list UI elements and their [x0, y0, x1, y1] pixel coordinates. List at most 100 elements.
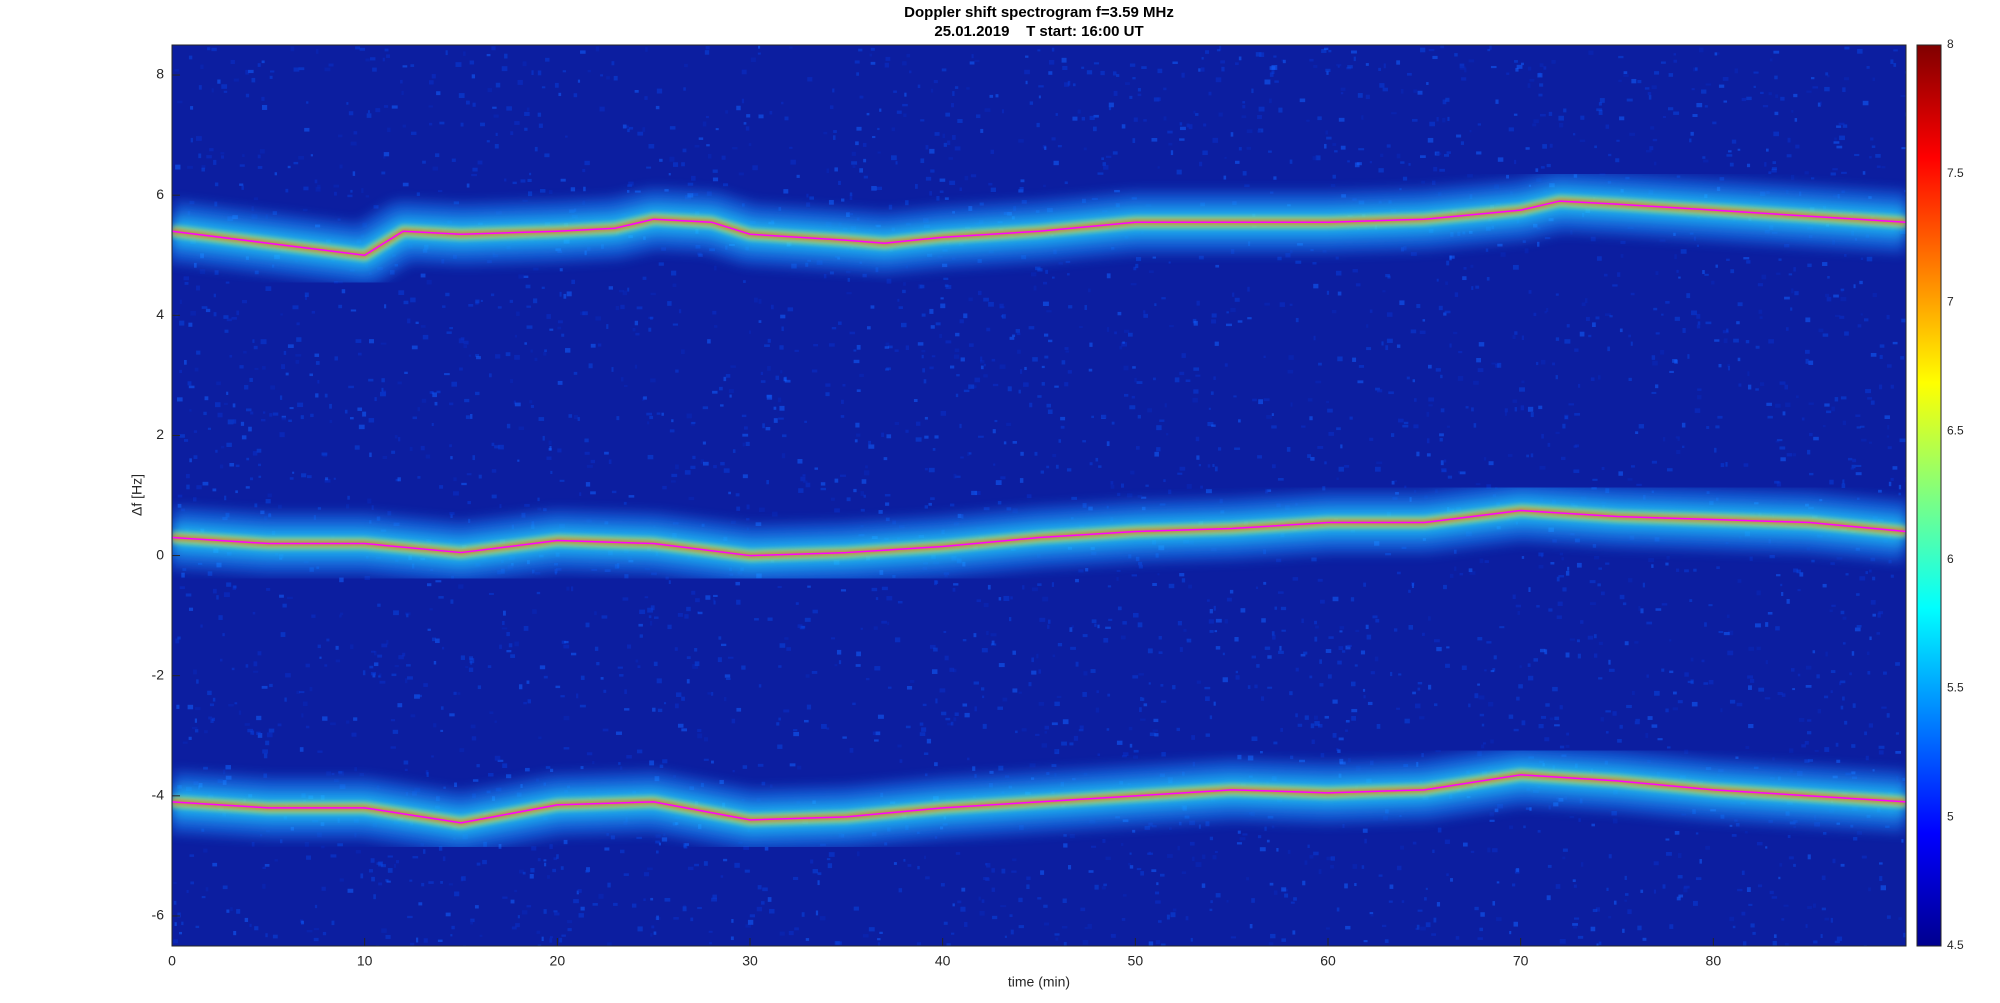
- noise-speck: [475, 354, 480, 357]
- noise-speck: [1851, 744, 1856, 748]
- noise-speck: [1339, 626, 1345, 630]
- noise-speck: [974, 706, 977, 712]
- noise-speck: [1539, 63, 1544, 68]
- noise-speck: [264, 864, 270, 867]
- noise-speck: [1138, 673, 1144, 676]
- noise-speck: [1600, 591, 1605, 596]
- noise-speck: [723, 376, 727, 382]
- noise-speck: [369, 665, 374, 669]
- noise-speck: [1012, 441, 1017, 444]
- noise-speck: [539, 665, 546, 670]
- noise-speck: [524, 767, 530, 772]
- noise-speck: [871, 186, 877, 191]
- noise-speck: [1338, 646, 1344, 651]
- noise-speck: [317, 379, 320, 384]
- noise-speck: [731, 919, 734, 923]
- noise-speck: [1793, 267, 1796, 272]
- noise-speck: [1310, 456, 1315, 461]
- noise-speck: [263, 773, 268, 778]
- noise-speck: [1127, 332, 1133, 337]
- noise-speck: [1290, 901, 1295, 904]
- noise-speck: [516, 311, 520, 316]
- noise-speck: [347, 888, 354, 893]
- noise-speck: [1416, 451, 1420, 457]
- noise-speck: [675, 464, 679, 470]
- noise-speck: [1132, 829, 1136, 833]
- noise-speck: [1833, 141, 1840, 144]
- noise-speck: [840, 474, 846, 477]
- noise-speck: [1410, 329, 1417, 334]
- noise-speck: [1878, 862, 1883, 865]
- noise-speck: [636, 836, 642, 839]
- noise-speck: [1576, 562, 1582, 568]
- noise-speck: [1177, 472, 1183, 475]
- noise-speck: [1598, 641, 1603, 646]
- noise-speck: [1414, 398, 1417, 402]
- noise-speck: [568, 414, 573, 418]
- noise-speck: [538, 736, 542, 740]
- noise-speck: [1676, 175, 1681, 178]
- noise-speck: [514, 641, 519, 647]
- noise-speck: [249, 477, 254, 481]
- noise-speck: [1106, 728, 1110, 731]
- noise-speck: [305, 663, 310, 668]
- noise-speck: [1718, 631, 1724, 634]
- noise-speck: [1861, 855, 1867, 859]
- noise-speck: [1729, 824, 1733, 827]
- noise-speck: [585, 869, 590, 873]
- noise-speck: [1544, 310, 1547, 314]
- noise-speck: [1051, 276, 1055, 279]
- noise-speck: [1598, 567, 1603, 570]
- noise-speck: [988, 301, 994, 307]
- noise-speck: [1697, 321, 1701, 325]
- noise-speck: [297, 402, 304, 408]
- noise-speck: [1017, 349, 1021, 354]
- noise-speck: [1161, 752, 1166, 757]
- noise-speck: [746, 504, 750, 510]
- noise-speck: [1214, 466, 1218, 472]
- noise-speck: [894, 421, 900, 426]
- noise-speck: [368, 378, 374, 382]
- noise-speck: [847, 277, 850, 282]
- noise-speck: [441, 646, 445, 650]
- noise-speck: [849, 195, 853, 200]
- noise-speck: [1201, 883, 1206, 888]
- noise-speck: [1879, 344, 1885, 348]
- noise-speck: [672, 283, 677, 288]
- noise-speck: [1010, 596, 1013, 600]
- noise-speck: [1818, 328, 1824, 333]
- noise-speck: [1459, 471, 1466, 475]
- noise-speck: [1023, 382, 1029, 387]
- noise-speck: [395, 860, 400, 864]
- noise-speck: [402, 124, 406, 128]
- noise-speck: [1469, 129, 1472, 133]
- noise-speck: [1065, 260, 1071, 263]
- noise-speck: [606, 76, 610, 80]
- noise-speck: [534, 146, 538, 152]
- noise-speck: [1737, 579, 1742, 583]
- noise-speck: [1748, 646, 1755, 651]
- noise-speck: [1784, 296, 1790, 300]
- noise-speck: [373, 894, 376, 900]
- noise-speck: [198, 153, 202, 159]
- noise-speck: [426, 583, 432, 587]
- noise-speck: [929, 644, 936, 649]
- noise-speck: [1687, 354, 1690, 359]
- noise-speck: [526, 305, 532, 308]
- noise-speck: [279, 839, 283, 844]
- noise-speck: [463, 340, 469, 345]
- noise-speck: [1355, 629, 1360, 633]
- noise-speck: [201, 306, 208, 309]
- noise-speck: [1456, 134, 1462, 138]
- noise-speck: [1251, 655, 1256, 659]
- noise-speck: [1337, 65, 1340, 68]
- noise-speck: [747, 919, 754, 925]
- noise-speck: [1562, 848, 1568, 852]
- noise-speck: [1264, 826, 1267, 831]
- noise-speck: [1627, 909, 1632, 915]
- noise-speck: [1512, 594, 1516, 600]
- noise-speck: [1320, 599, 1325, 604]
- noise-speck: [1026, 494, 1032, 499]
- noise-speck: [357, 352, 362, 356]
- noise-speck: [334, 356, 338, 361]
